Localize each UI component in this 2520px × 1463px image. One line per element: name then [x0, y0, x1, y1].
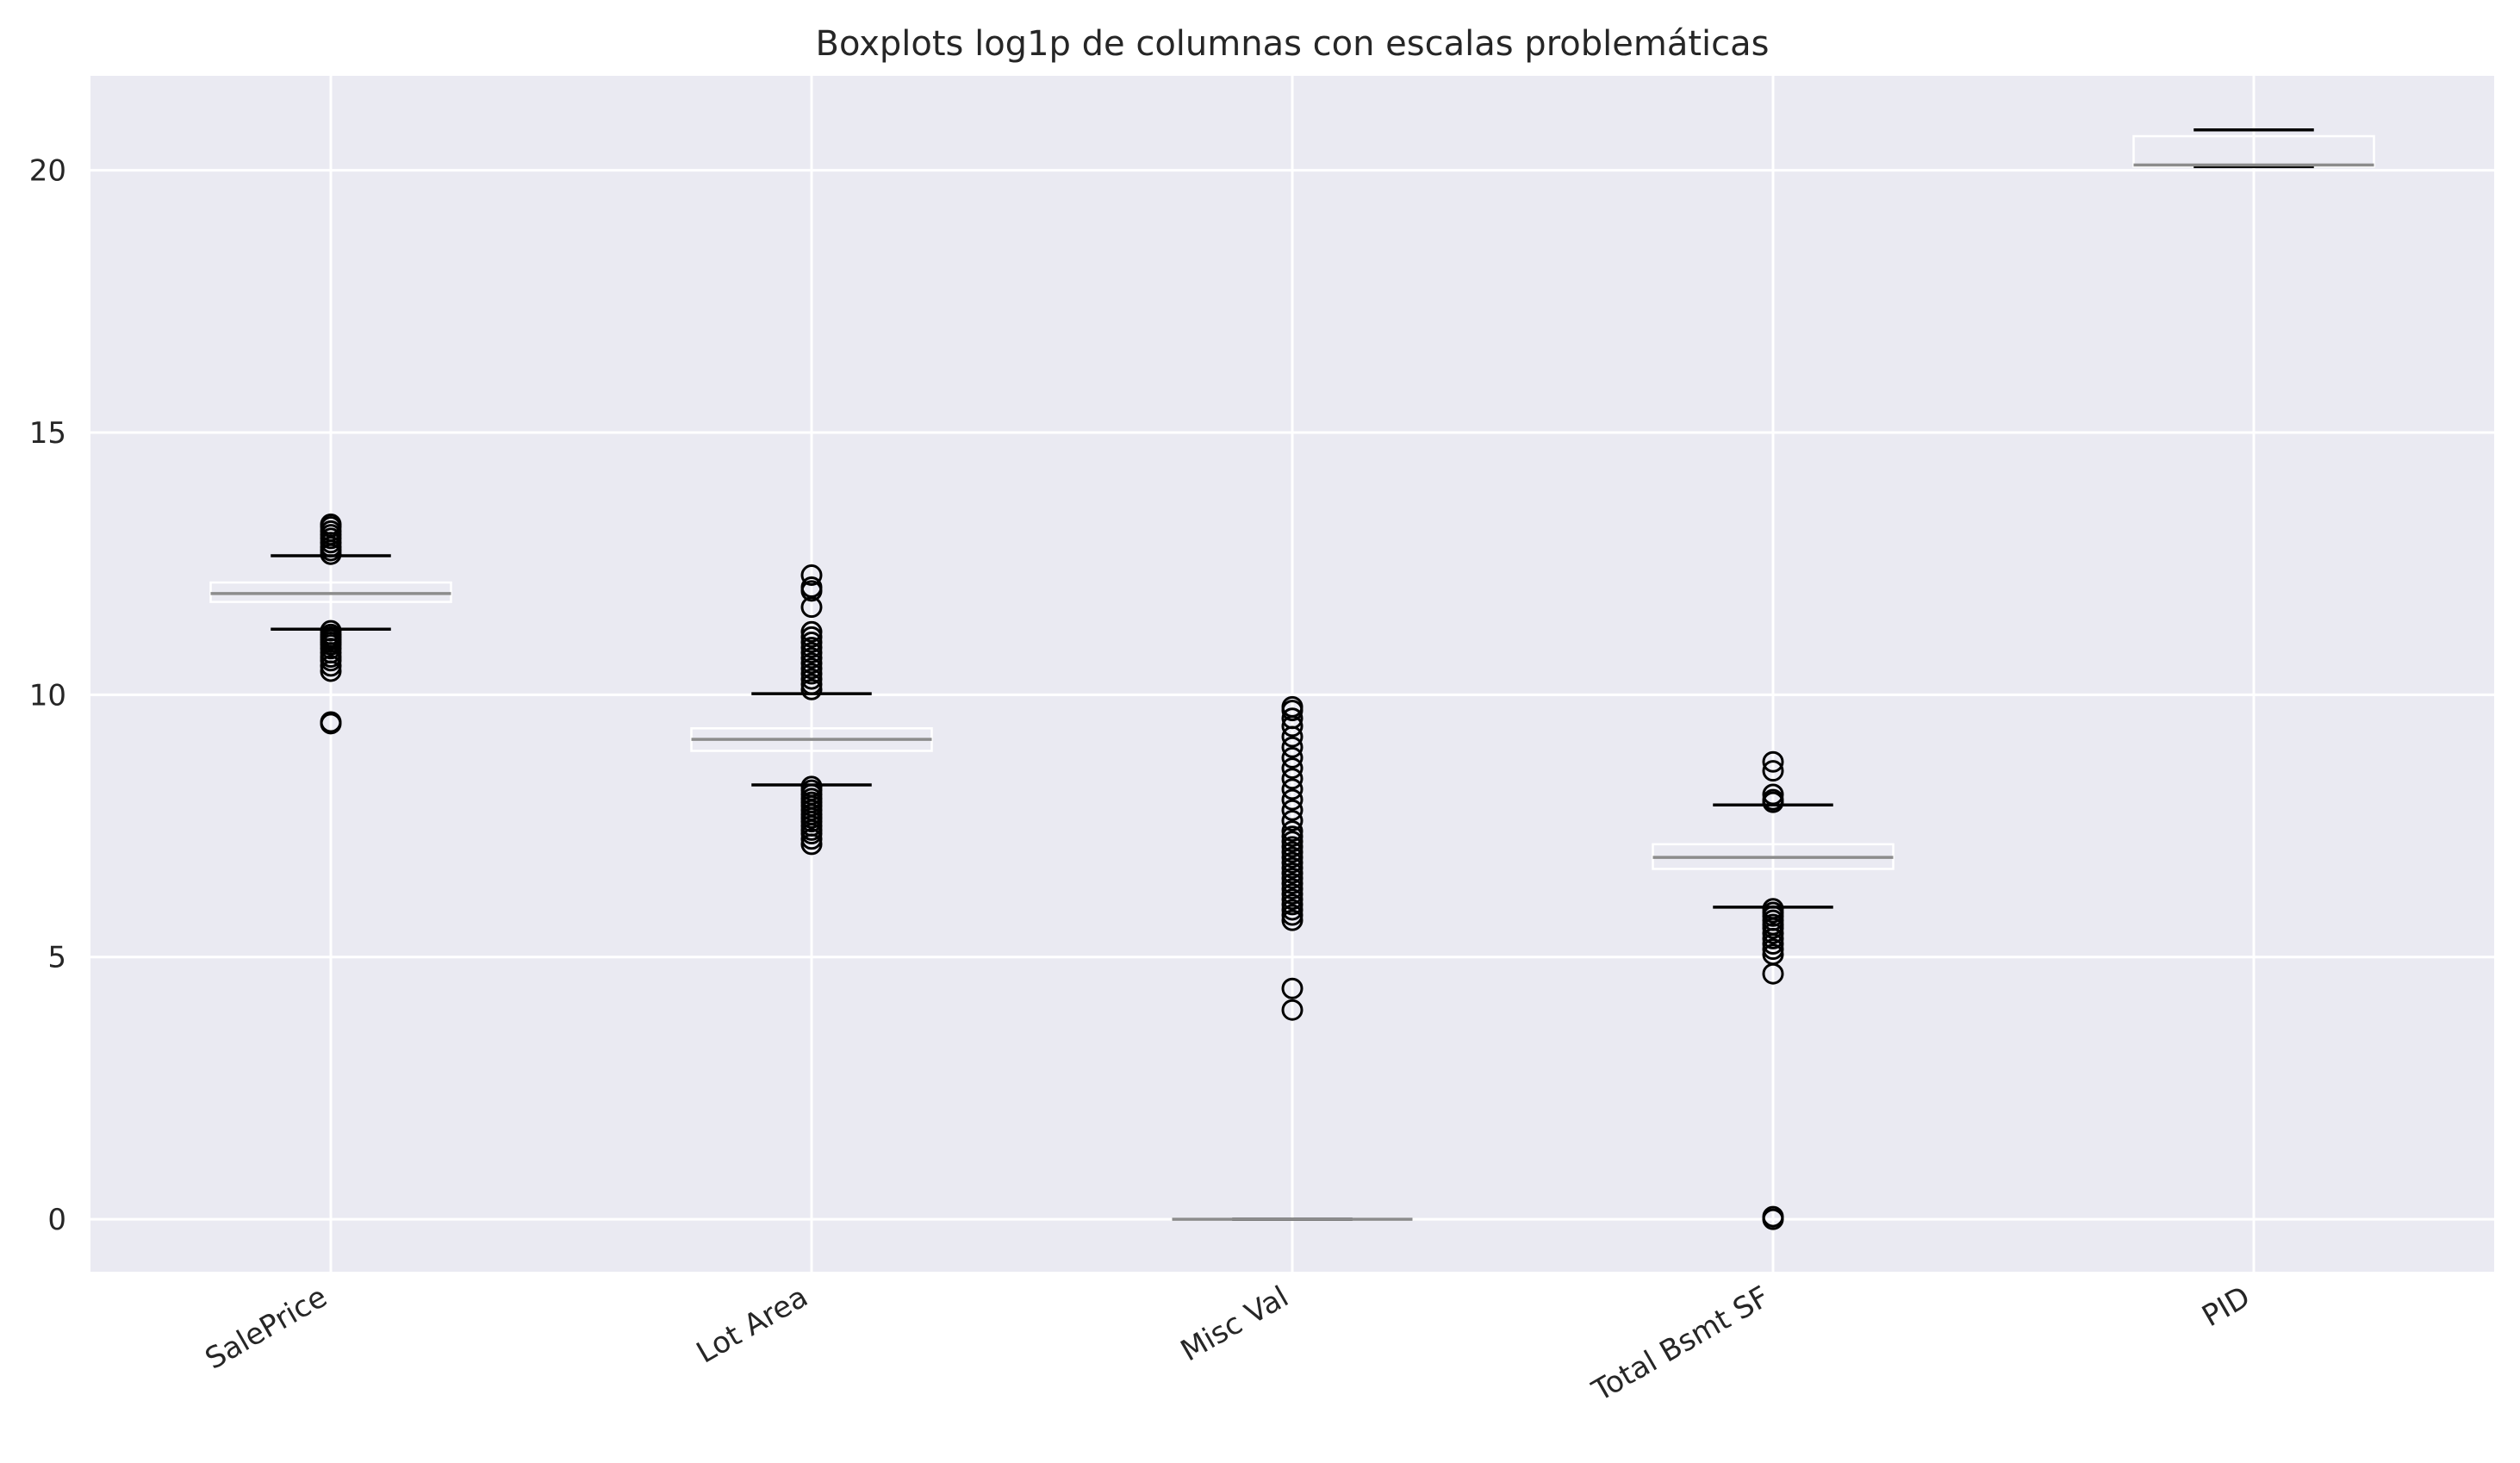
chart-title: Boxplots log1p de columnas con escalas p…	[816, 24, 1770, 64]
outlier-0-18	[320, 650, 342, 672]
outlier-2-6	[1281, 746, 1304, 769]
outlier-2-5	[1281, 736, 1304, 758]
outlier-3-11	[1762, 922, 1784, 944]
x-tick-label-4: PID	[2196, 1279, 2256, 1334]
outlier-1-15	[800, 678, 823, 700]
outlier-1-8	[800, 642, 823, 664]
outlier-3-18	[1762, 1208, 1784, 1230]
outlier-1-13	[800, 668, 823, 690]
outlier-2-11	[1281, 799, 1304, 821]
outlier-2-23	[1281, 873, 1304, 895]
outlier-3-13	[1762, 933, 1784, 956]
outlier-2-21	[1281, 862, 1304, 884]
outlier-2-22	[1281, 867, 1304, 889]
outlier-1-29	[800, 828, 823, 850]
outlier-2-13	[1281, 820, 1304, 843]
outlier-0-8	[320, 543, 342, 565]
outlier-2-24	[1281, 878, 1304, 900]
outlier-2-28	[1281, 899, 1304, 921]
outlier-1-5	[800, 626, 823, 648]
outlier-1-12	[800, 663, 823, 685]
outlier-2-14	[1281, 825, 1304, 848]
outlier-2-1	[1281, 700, 1304, 722]
outlier-1-14	[800, 673, 823, 695]
outlier-3-12	[1762, 927, 1784, 949]
outlier-2-25	[1281, 883, 1304, 906]
outlier-1-30	[800, 833, 823, 856]
outlier-3-16	[1762, 962, 1784, 985]
x-tick-label-2: Misc Val	[1175, 1279, 1295, 1368]
outlier-3-0	[1762, 750, 1784, 773]
outlier-1-2	[800, 580, 823, 602]
outlier-1-6	[800, 631, 823, 653]
box-3	[1652, 750, 1895, 1230]
outlier-3-10	[1762, 917, 1784, 939]
outlier-2-7	[1281, 757, 1304, 780]
outlier-3-2	[1762, 783, 1784, 806]
outlier-2-9	[1281, 778, 1304, 800]
outlier-1-7	[800, 637, 823, 659]
outlier-0-19	[320, 655, 342, 677]
outlier-2-8	[1281, 768, 1304, 790]
outlier-0-20	[320, 660, 342, 682]
box-2	[1171, 695, 1414, 1221]
outlier-2-27	[1281, 893, 1304, 916]
x-tick-label-3: Total Bsmt SF	[1586, 1279, 1776, 1409]
outlier-2-16	[1281, 836, 1304, 858]
grid-lines	[90, 76, 2494, 1272]
boxes-group	[209, 128, 2375, 1230]
outlier-1-0	[800, 564, 823, 587]
y-tick-label-10: 10	[29, 678, 66, 713]
outlier-2-31	[1281, 977, 1304, 999]
x-tick-label-1: Lot Area	[691, 1279, 814, 1370]
box-0	[209, 514, 452, 735]
outlier-3-4	[1762, 791, 1784, 813]
x-tick-label-0: SalePrice	[200, 1279, 333, 1377]
outlier-2-3	[1281, 715, 1304, 738]
outlier-1-11	[800, 657, 823, 680]
outlier-1-3	[800, 596, 823, 619]
outlier-1-28	[800, 823, 823, 845]
y-tick-label-5: 5	[47, 941, 66, 975]
outlier-1-10	[800, 652, 823, 675]
y-tick-label-15: 15	[29, 416, 66, 451]
outlier-3-1	[1762, 760, 1784, 782]
x-tick-labels: SalePrice Lot Area Misc Val Total Bsmt SF PI…	[200, 1279, 2256, 1409]
outlier-2-12	[1281, 809, 1304, 831]
y-tick-label-20: 20	[29, 154, 66, 189]
outlier-2-17	[1281, 841, 1304, 863]
outlier-2-30	[1281, 909, 1304, 931]
y-tick-labels: 0 5 10 15 20	[29, 154, 66, 1238]
outlier-3-14	[1762, 938, 1784, 961]
outlier-2-10	[1281, 788, 1304, 811]
y-tick-label-0: 0	[47, 1203, 66, 1237]
outlier-1-9	[800, 647, 823, 669]
box-1	[690, 564, 933, 856]
box-4	[2132, 128, 2375, 169]
outlier-2-19	[1281, 851, 1304, 874]
outlier-2-15	[1281, 831, 1304, 853]
outlier-2-26	[1281, 888, 1304, 911]
outlier-2-32	[1281, 999, 1304, 1021]
outlier-1-4	[800, 620, 823, 643]
outlier-2-18	[1281, 846, 1304, 868]
outlier-2-20	[1281, 856, 1304, 879]
outlier-0-22	[320, 713, 342, 735]
outlier-2-29	[1281, 904, 1304, 926]
outlier-2-4	[1281, 725, 1304, 748]
